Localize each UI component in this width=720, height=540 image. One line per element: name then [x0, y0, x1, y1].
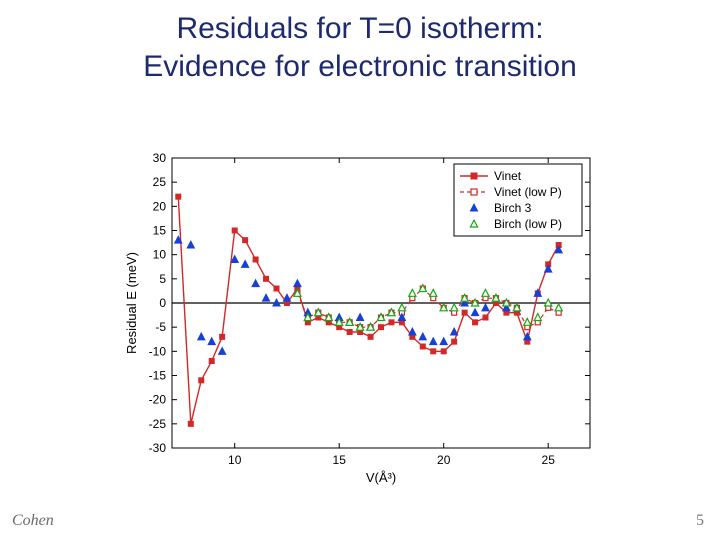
svg-text:V(Å³): V(Å³) — [366, 470, 396, 485]
svg-text:-10: -10 — [149, 344, 167, 358]
svg-text:Birch 3: Birch 3 — [494, 201, 532, 215]
title-line2: Evidence for electronic transition — [143, 50, 577, 83]
slide-title: Residuals for T=0 isotherm: Evidence for… — [0, 10, 720, 85]
svg-text:0: 0 — [159, 296, 166, 310]
svg-text:20: 20 — [153, 199, 167, 213]
svg-text:25: 25 — [542, 453, 556, 467]
footer-author: Cohen — [12, 512, 54, 530]
svg-text:25: 25 — [153, 175, 167, 189]
svg-text:15: 15 — [153, 224, 167, 238]
page-number: 5 — [696, 512, 704, 530]
svg-text:20: 20 — [437, 453, 451, 467]
residuals-chart: -30 -25 -20 -15 -10 -5 0 5 10 15 20 25 30 10 15 20 25 Res… — [120, 150, 600, 490]
svg-text:Vinet (low P): Vinet (low P) — [494, 185, 562, 199]
svg-text:5: 5 — [159, 272, 166, 286]
svg-text:10: 10 — [228, 453, 242, 467]
svg-text:-20: -20 — [149, 393, 167, 407]
svg-text:-30: -30 — [149, 441, 167, 455]
svg-text:-5: -5 — [155, 320, 166, 334]
svg-text:-25: -25 — [149, 417, 167, 431]
chart-svg: -30 -25 -20 -15 -10 -5 0 5 10 15 20 25 30 10 15 20 25 Res… — [120, 150, 600, 490]
svg-text:-15: -15 — [149, 369, 167, 383]
title-line1: Residuals for T=0 isotherm: — [176, 12, 543, 45]
svg-text:Vinet: Vinet — [494, 169, 522, 183]
svg-text:15: 15 — [333, 453, 347, 467]
svg-text:10: 10 — [153, 248, 167, 262]
svg-text:30: 30 — [153, 151, 167, 165]
svg-text:Birch (low P): Birch (low P) — [494, 217, 562, 231]
svg-text:Residual E (meV): Residual E (meV) — [124, 252, 139, 354]
